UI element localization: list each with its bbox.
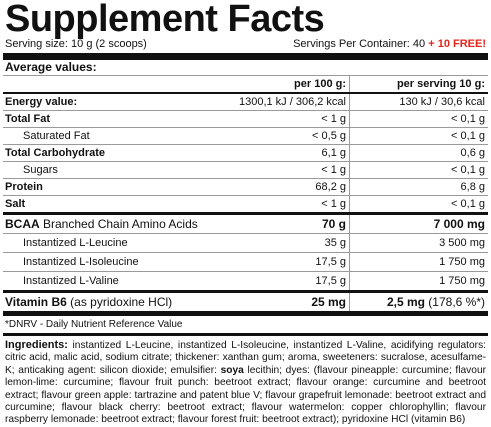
row-per100: < 0,5 g [246,128,350,144]
row-name: Sugars [23,164,58,176]
row-per100: < 1 g [246,162,350,178]
table-row: Instantized L-Isoleucine 17,5 g 1 750 mg [3,253,488,272]
row-per100: 68,2 g [246,179,350,195]
row-serving: < 0,1 g [451,164,485,176]
row-per100: 1300,1 kJ / 306,2 kcal [198,94,350,110]
vitamin-desc: (as pyridoxine HCl) [66,295,173,309]
row-serving: < 0,1 g [451,113,485,125]
vitamin-per100: 25 mg [246,293,350,311]
table-row: Instantized L-Leucine 35 g 3 500 mg [3,234,488,253]
ingredients-text-b: lecithin; dyes: (flavour pineapple: curc… [5,364,486,426]
row-name: Salt [5,198,26,210]
vitamin-name: Vitamin B6 (as pyridoxine HCl) [3,293,246,311]
table-row: Salt < 1 g < 0,1 g [3,196,488,215]
ingredients-allergen: soya [220,364,244,376]
row-name: Instantized L-Isoleucine [23,256,139,268]
row-name: Total Fat [5,113,51,125]
column-header-row: per 100 g: per serving 10 g: [3,76,488,94]
table-row: Total Carbohydrate 6,1 g 0,6 g [3,145,488,162]
servings-free-badge: + 10 FREE! [428,38,486,50]
row-name: Total Carbohydrate [5,147,106,159]
row-per100: 6,1 g [246,145,350,161]
row-serving: 130 kJ / 30,6 kcal [399,96,485,108]
footnote: *DNRV - Daily Nutrient Reference Value [3,316,488,336]
bcaa-per100: 70 g [246,215,350,233]
page-title: Supplement Facts [5,0,325,40]
ingredients-text-a: instantized L-Leucine, instantized L-Iso… [5,340,486,376]
supplement-facts-panel: Supplement Facts Serving size: 10 g (2 s… [3,0,488,427]
table-row: Instantized L-Valine 17,5 g 1 750 mg [3,272,488,293]
serving-size: Serving size: 10 g (2 scoops) [5,38,147,50]
row-per100: 35 g [246,234,350,252]
vitamin-row: Vitamin B6 (as pyridoxine HCl) 25 mg 2,5… [3,293,488,316]
vitamin-label: Vitamin B6 [5,295,67,309]
table-row: Protein 68,2 g 6,8 g [3,179,488,196]
vitamin-serving-pct: (178,6 %*) [424,295,485,309]
row-per100: < 1 g [246,196,350,212]
divider-thick [3,53,488,60]
row-per100: 17,5 g [246,253,350,271]
col-per-serving: per serving 10 g: [396,78,485,90]
serving-info: Serving size: 10 g (2 scoops) Servings P… [3,38,488,51]
row-serving: < 0,1 g [451,130,485,142]
row-serving: 6,8 g [460,181,485,193]
bcaa-row: BCAA Branched Chain Amino Acids 70 g 7 0… [3,215,488,234]
col-per-100g: per 100 g: [246,76,350,92]
bcaa-serving: 7 000 mg [433,217,485,231]
row-name: Energy value: [5,96,78,108]
ingredients-label: Ingredients: [5,339,68,351]
row-name: Saturated Fat [23,130,90,142]
row-name: Instantized L-Valine [23,275,119,287]
ingredients: Ingredients: instantized L-Leucine, inst… [3,336,488,427]
table-row: Energy value: 1300,1 kJ / 306,2 kcal 130… [3,94,488,111]
row-name: Protein [5,181,43,193]
row-serving: 0,6 g [460,147,485,159]
row-name: Instantized L-Leucine [23,237,128,249]
row-per100: 17,5 g [246,272,350,290]
row-serving: < 0,1 g [451,198,485,210]
vitamin-serving-value: 2,5 mg [386,295,425,309]
table-row: Total Fat < 1 g < 0,1 g [3,111,488,128]
servings-per-container: Servings Per Container: 40 + 10 FREE! [293,38,486,51]
row-serving: 3 500 mg [439,237,485,249]
vitamin-serving: 2,5 mg (178,6 %*) [350,293,488,311]
row-per100: < 1 g [246,111,350,127]
row-serving: 1 750 mg [439,275,485,287]
table-row: Sugars < 1 g < 0,1 g [3,162,488,179]
bcaa-name: BCAA Branched Chain Amino Acids [3,215,246,233]
row-serving: 1 750 mg [439,256,485,268]
bcaa-label: BCAA [5,217,40,231]
servings-label: Servings Per Container: 40 [293,38,429,50]
average-values-heading: Average values: [3,60,488,76]
bcaa-desc: Branched Chain Amino Acids [39,217,198,231]
table-row: Saturated Fat < 0,5 g < 0,1 g [3,128,488,145]
